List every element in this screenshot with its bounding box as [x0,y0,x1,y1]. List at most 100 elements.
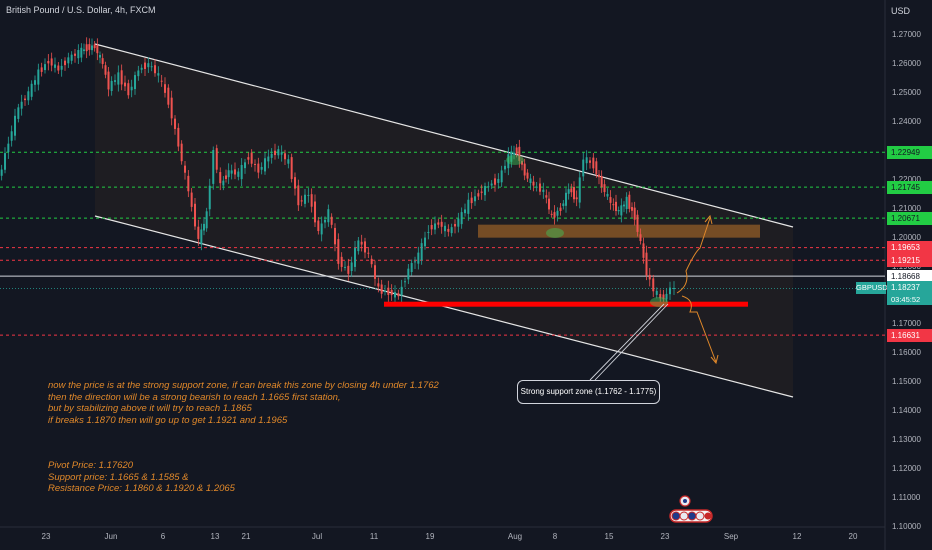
candle-body [559,207,562,211]
candle-body [384,290,386,292]
currency-label: USD [890,6,910,16]
candle-body [477,193,480,197]
level-price-tag: 1.18668 [887,269,932,283]
price-tick-label: 1.10000 [892,522,921,531]
candle-body [267,156,270,162]
candle-body [652,278,655,292]
candle-body [294,177,296,189]
candle-body [513,152,515,155]
candle-body [360,241,363,245]
candle-body [114,80,116,82]
candle-body [497,178,500,183]
candle-body [480,191,483,193]
candle-body [545,195,548,198]
candle-body [380,284,383,294]
candle-body [575,197,578,200]
candle-body [460,212,463,225]
candle-body [548,198,550,210]
candle-body [617,209,620,212]
time-tick-label: 23 [41,532,51,541]
time-tick-label: Jul [311,532,323,541]
candle-body [64,60,66,66]
candle-body [340,256,343,267]
time-tick-label: Jun [104,532,118,541]
candle-body [160,80,163,82]
resistance-price: Resistance Price: 1.1860 & 1.1920 & 1.20… [48,483,235,494]
candle-body [167,87,170,105]
candle-body [570,188,573,193]
candle-body [636,214,639,232]
candle-body [457,218,460,227]
time-tick-label: 21 [241,532,251,541]
candle-body [127,83,130,96]
candle-body [394,292,396,298]
candle-body [615,201,617,211]
price-tick-label: 1.22000 [892,174,921,184]
candle-body [101,58,104,64]
current-price-tag: 1.18237 [887,281,932,294]
candle-body [330,216,333,225]
candle-body [300,200,303,202]
candle-body [174,118,176,129]
price-tick-label: 1.14000 [892,406,921,416]
candle-body [96,45,99,54]
candle-body [357,240,360,252]
candle-body [60,65,63,70]
price-tick-label: 1.15000 [892,377,921,387]
candle-body [208,185,211,210]
candle-body [0,169,3,176]
candle-body [417,252,420,264]
candle-body [180,143,183,162]
candle-body [177,127,180,147]
analysis-line: then the direction will be a strong bear… [48,391,341,403]
candle-body [440,221,443,227]
candle-body [655,290,658,295]
candle-body [17,107,20,119]
time-tick-label: 15 [604,532,614,541]
candle-body [187,175,190,192]
candle-body [334,227,336,245]
candle-body [219,172,222,184]
countdown-tag: 03:45:52 [887,294,932,305]
candle-body [10,131,13,141]
candle-body [625,196,628,210]
analysis-notes: now the price is at the strong support z… [48,380,439,426]
candle-body [648,274,651,280]
candle-body [515,147,518,154]
candle-body [645,252,648,276]
symbol-tag: GBPUSD [856,282,888,294]
candle-body [523,163,526,176]
candle-body [603,184,606,193]
candle-body [665,293,668,300]
candle-body [529,178,532,183]
analysis-line: but by stabilizing above it will try to … [48,403,252,414]
candle-body [589,160,591,163]
candle-body [230,170,233,174]
candle-body [93,44,96,49]
candle-body [344,266,346,268]
candle-body [57,65,60,71]
candle-body [553,212,556,218]
candle-body [137,70,140,77]
candle-body [170,97,173,119]
candle-body [620,205,623,216]
candle-body [234,169,236,175]
candle-body [327,209,330,223]
callout-leader [589,303,665,381]
candle-body [154,65,156,74]
candle-body [354,247,356,267]
candle-body [504,165,506,170]
analysis-line: if breaks 1.1870 then will go up to get … [48,414,288,426]
candle-body [14,115,16,136]
candle-body [669,287,671,295]
candle-body [244,162,246,169]
candle-body [374,265,376,279]
price-tick-label: 1.11000 [892,493,921,503]
candle-body [247,157,250,160]
price-tick-label: 1.16000 [892,348,921,358]
candle-body [7,143,10,153]
support-zone-callout: Strong support zone (1.1762 - 1.1775) [517,380,660,404]
candle-body [270,153,273,158]
candle-body [37,69,40,85]
